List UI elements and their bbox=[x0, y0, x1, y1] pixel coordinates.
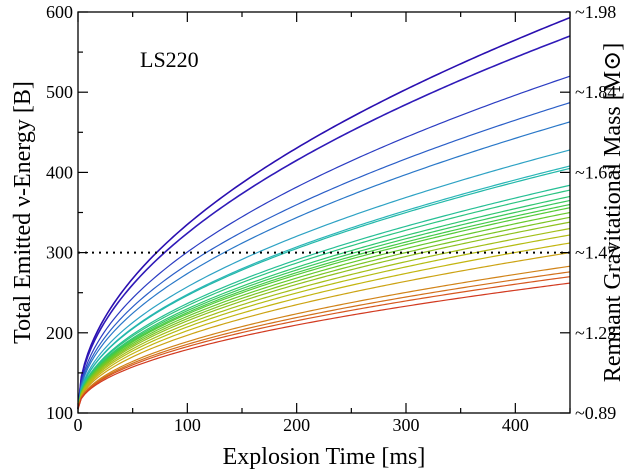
y-tick-label: 400 bbox=[46, 162, 73, 182]
series-line-6 bbox=[77, 149, 571, 410]
series-line-2 bbox=[77, 35, 571, 410]
y2-tick-label: ~1.84 bbox=[575, 82, 616, 102]
series-line-23 bbox=[77, 271, 571, 410]
series-line-10 bbox=[77, 189, 571, 410]
x-tick-label: 200 bbox=[283, 415, 310, 435]
series-line-18 bbox=[77, 227, 571, 410]
series-line-5 bbox=[77, 121, 571, 410]
y-tick-label: 100 bbox=[46, 403, 73, 423]
series-line-8 bbox=[77, 167, 571, 410]
y-tick-label: 300 bbox=[46, 243, 73, 263]
y-tick-label: 600 bbox=[46, 2, 73, 22]
x-axis-title: Explosion Time [ms] bbox=[223, 444, 426, 470]
series-line-1 bbox=[77, 16, 571, 410]
x-tick-label: 400 bbox=[502, 415, 529, 435]
y-tick-label: 200 bbox=[46, 323, 73, 343]
axis-ticks bbox=[77, 11, 571, 414]
y2-axis-title: Remnant Gravitational Mass [M⊙] bbox=[600, 43, 626, 382]
series-line-4 bbox=[77, 102, 571, 410]
series-line-24 bbox=[77, 276, 571, 410]
series-line-16 bbox=[77, 216, 571, 410]
series-line-12 bbox=[77, 199, 571, 410]
y2-tick-label: ~1.98 bbox=[575, 2, 616, 22]
series-line-21 bbox=[77, 252, 571, 410]
series-line-9 bbox=[77, 184, 571, 410]
x-tick-label: 100 bbox=[174, 415, 201, 435]
series-line-19 bbox=[77, 234, 571, 410]
series-line-13 bbox=[77, 203, 571, 410]
series-line-3 bbox=[77, 75, 571, 410]
x-tick-label: 0 bbox=[74, 415, 83, 435]
series-line-14 bbox=[77, 207, 571, 410]
tick-labels: 0 100 200 300 400100200300400500600~0.89~1.2… bbox=[46, 2, 616, 435]
y-axis-title: Total Emitted ν-Energy [B] bbox=[10, 81, 36, 344]
x-tick-label: 300 bbox=[393, 415, 420, 435]
model-annotation: LS220 bbox=[140, 47, 199, 72]
series-line-15 bbox=[77, 211, 571, 410]
y-tick-label: 500 bbox=[46, 82, 73, 102]
y2-tick-label: ~0.89 bbox=[575, 403, 616, 423]
y2-tick-label: ~1.23 bbox=[575, 323, 616, 343]
y2-tick-label: ~1.47 bbox=[575, 243, 616, 263]
series-line-22 bbox=[77, 265, 571, 410]
series-line-25 bbox=[77, 282, 571, 410]
series-line-11 bbox=[77, 195, 571, 410]
series-line-7 bbox=[77, 165, 571, 410]
series-line-17 bbox=[77, 221, 571, 410]
series-curves bbox=[77, 16, 571, 410]
series-line-20 bbox=[77, 242, 571, 410]
y2-tick-label: ~1.67 bbox=[575, 162, 616, 182]
